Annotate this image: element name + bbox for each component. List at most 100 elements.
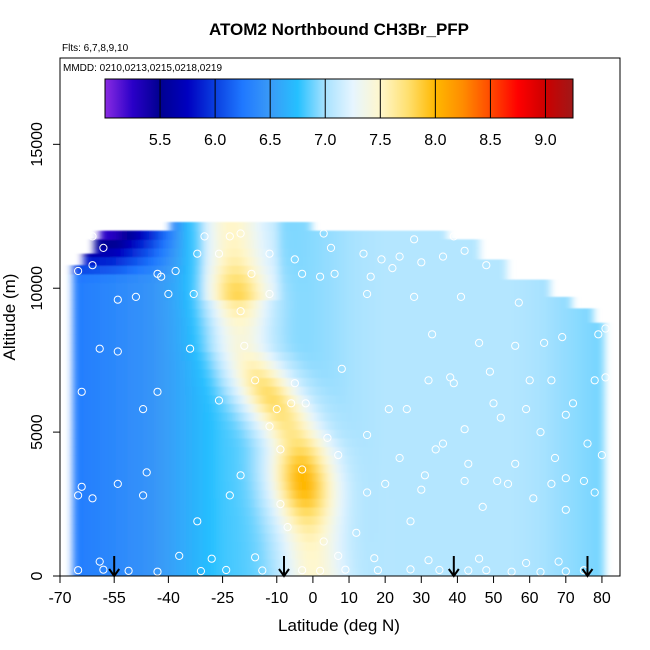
heatmap-cell (159, 299, 166, 309)
heatmap-cell (430, 403, 437, 413)
heatmap-cell (403, 429, 410, 439)
heatmap-cell (289, 455, 296, 465)
heatmap-cell (511, 515, 518, 525)
sample-point (88, 261, 97, 270)
heatmap-cell (592, 334, 599, 344)
heatmap-cell (489, 446, 496, 456)
heatmap-cell (305, 437, 312, 448)
heatmap-cell (88, 334, 95, 344)
heatmap-cell (571, 317, 578, 327)
heatmap-cell (83, 394, 90, 404)
heatmap-cell (202, 230, 209, 240)
heatmap-cell (473, 420, 480, 430)
heatmap-cell (246, 498, 253, 508)
heatmap-cell (181, 489, 188, 499)
heatmap-cell (191, 334, 198, 344)
heatmap-cell (191, 325, 198, 335)
heatmap-cell (224, 299, 231, 309)
heatmap-cell (251, 282, 258, 292)
heatmap-cell (424, 489, 431, 499)
heatmap-cell (224, 317, 231, 327)
heatmap-cell (381, 567, 388, 576)
heatmap-cell (181, 446, 188, 456)
heatmap-cell (284, 308, 291, 318)
heatmap-cell (251, 351, 258, 361)
heatmap-cell (202, 386, 209, 396)
heatmap-cell (181, 299, 188, 309)
heatmap-cell (359, 299, 366, 309)
heatmap-cell (159, 239, 166, 249)
heatmap-cell (273, 437, 280, 448)
heatmap-cell (170, 299, 177, 309)
heatmap-cell (246, 325, 253, 335)
heatmap-cell (251, 325, 258, 335)
heatmap-cell (170, 481, 177, 491)
heatmap-cell (186, 325, 193, 335)
heatmap-cell (256, 463, 263, 473)
heatmap-cell (267, 265, 274, 275)
heatmap-cell (240, 481, 247, 491)
heatmap-cell (88, 481, 95, 491)
heatmap-cell (468, 429, 475, 439)
heatmap-cell (191, 489, 198, 499)
heatmap-cell (273, 222, 280, 232)
heatmap-cell (349, 317, 356, 327)
heatmap-cell (256, 247, 263, 258)
heatmap-cell (137, 532, 144, 543)
heatmap-cell (381, 481, 388, 491)
heatmap-cell (397, 437, 404, 448)
heatmap-cell (148, 567, 155, 576)
heatmap-cell (527, 334, 534, 344)
heatmap-cell (354, 532, 361, 543)
heatmap-cell (582, 481, 589, 491)
heatmap-cell (479, 282, 486, 292)
heatmap-cell (311, 334, 318, 344)
heatmap-cell (235, 567, 242, 576)
heatmap-cell (343, 265, 350, 275)
heatmap-cell (294, 515, 301, 525)
heatmap-cell (148, 334, 155, 344)
heatmap-cell (376, 273, 383, 284)
heatmap-cell (321, 230, 328, 240)
heatmap-cell (289, 325, 296, 335)
heatmap-cell (181, 291, 188, 301)
sample-point (449, 379, 458, 388)
heatmap-cell (435, 394, 442, 404)
heatmap-cell (424, 403, 431, 413)
heatmap-cell (105, 463, 112, 473)
heatmap-cell (419, 360, 426, 370)
heatmap-cell (397, 481, 404, 491)
heatmap-cell (278, 506, 285, 517)
heatmap-cell (273, 394, 280, 404)
heatmap-cell (565, 567, 572, 576)
heatmap-cell (479, 411, 486, 422)
heatmap-cell (148, 403, 155, 413)
heatmap-cell (218, 377, 225, 387)
heatmap-cell (495, 524, 502, 534)
heatmap-cell (484, 489, 491, 499)
heatmap-cell (191, 360, 198, 370)
heatmap-cell (251, 481, 258, 491)
sample-point (456, 292, 466, 301)
heatmap-cell (235, 394, 242, 404)
heatmap-cell (197, 317, 204, 327)
heatmap-cell (153, 291, 160, 301)
heatmap-cell (435, 550, 442, 560)
heatmap-cell (484, 360, 491, 370)
heatmap-cell (240, 386, 247, 396)
heatmap-cell (305, 541, 312, 551)
heatmap-cell (511, 360, 518, 370)
heatmap-cell (533, 455, 540, 465)
heatmap-cell (186, 222, 193, 232)
heatmap-cell (359, 567, 366, 576)
heatmap-cell (565, 368, 572, 379)
heatmap-cell (435, 247, 442, 258)
heatmap-cell (99, 420, 106, 430)
heatmap-cell (522, 403, 529, 413)
heatmap-cell (392, 532, 399, 543)
heatmap-cell (381, 291, 388, 301)
heatmap-cell (94, 317, 101, 327)
heatmap-cell (392, 403, 399, 413)
heatmap-cell (191, 524, 198, 534)
heatmap-cell (527, 282, 534, 292)
